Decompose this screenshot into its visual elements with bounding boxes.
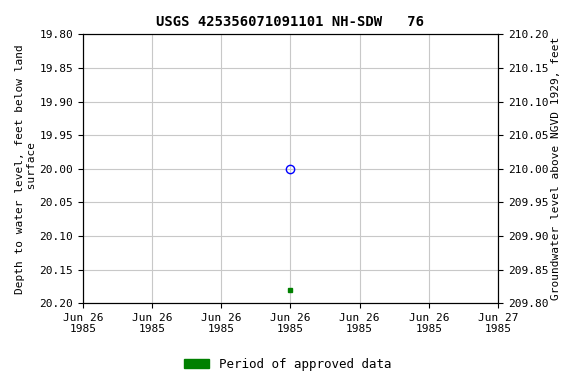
Y-axis label: Groundwater level above NGVD 1929, feet: Groundwater level above NGVD 1929, feet	[551, 37, 561, 300]
Title: USGS 425356071091101 NH-SDW   76: USGS 425356071091101 NH-SDW 76	[157, 15, 425, 29]
Legend: Period of approved data: Period of approved data	[179, 353, 397, 376]
Y-axis label: Depth to water level, feet below land
 surface: Depth to water level, feet below land su…	[15, 44, 37, 294]
